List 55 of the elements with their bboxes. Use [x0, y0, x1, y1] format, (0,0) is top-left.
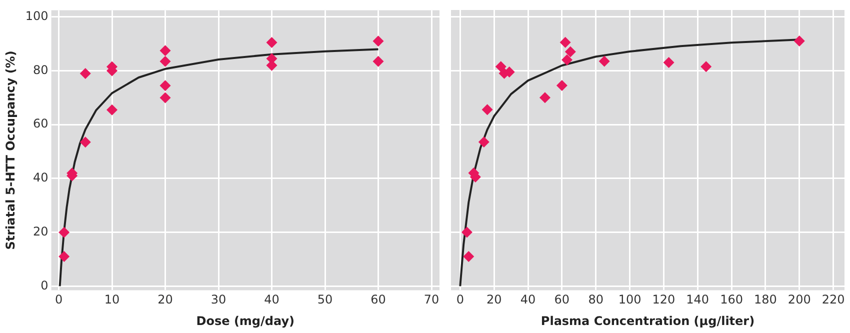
point — [463, 251, 474, 262]
point — [478, 136, 490, 148]
point — [160, 92, 171, 104]
x-tick-label: 40 — [264, 292, 280, 307]
point — [58, 226, 70, 238]
x-tick-label: 160 — [720, 292, 743, 307]
point — [372, 56, 384, 67]
point — [564, 46, 576, 58]
y-tick-label: 100 — [25, 9, 48, 24]
x-tick-label: 70 — [424, 292, 440, 307]
x-axis-title: Plasma Concentration (µg/liter) — [540, 314, 755, 328]
point — [106, 104, 118, 116]
point — [80, 68, 91, 79]
point — [495, 61, 506, 72]
point — [160, 45, 171, 56]
x-tick-label: 200 — [788, 292, 811, 307]
y-tick-label: 0 — [40, 278, 48, 292]
x-tick-label: 0 — [456, 292, 464, 307]
point — [663, 57, 674, 68]
point — [160, 56, 171, 67]
x-tick-label: 140 — [686, 292, 710, 307]
point — [372, 36, 384, 47]
x-tick-label: 20 — [486, 292, 502, 307]
point — [461, 226, 472, 238]
y-tick-label: 60 — [33, 116, 48, 131]
y-tick-label: 80 — [33, 62, 48, 77]
point — [556, 80, 568, 91]
point — [266, 37, 278, 48]
point — [58, 251, 70, 262]
point — [160, 80, 171, 92]
point — [482, 104, 493, 116]
point — [560, 36, 571, 48]
point — [700, 61, 712, 72]
x-tick-label: 80 — [588, 292, 604, 307]
x-tick-label: 100 — [618, 292, 642, 307]
x-tick-label: 10 — [104, 292, 120, 307]
x-tick-label: 20 — [158, 292, 173, 307]
x-axis-title: Dose (mg/day) — [196, 314, 295, 328]
y-tick-label: 40 — [33, 170, 48, 185]
x-tick-label: 40 — [520, 292, 536, 307]
y-tick-label: 20 — [33, 224, 48, 238]
x-tick-label: 0 — [54, 292, 63, 307]
x-tick-label: 30 — [210, 292, 226, 307]
y-axis-title: Striatal 5-HTT Occupancy (%) — [3, 50, 18, 250]
x-tick-label: 120 — [652, 292, 676, 307]
x-tick-label: 60 — [370, 292, 386, 307]
x-tick-label: 220 — [822, 292, 845, 307]
point — [539, 92, 550, 104]
x-tick-label: 180 — [754, 292, 777, 307]
point — [562, 54, 573, 66]
point — [598, 56, 610, 67]
point — [794, 35, 805, 46]
x-tick-label: 60 — [554, 292, 570, 307]
point — [80, 136, 91, 148]
x-tick-label: 50 — [317, 292, 333, 307]
